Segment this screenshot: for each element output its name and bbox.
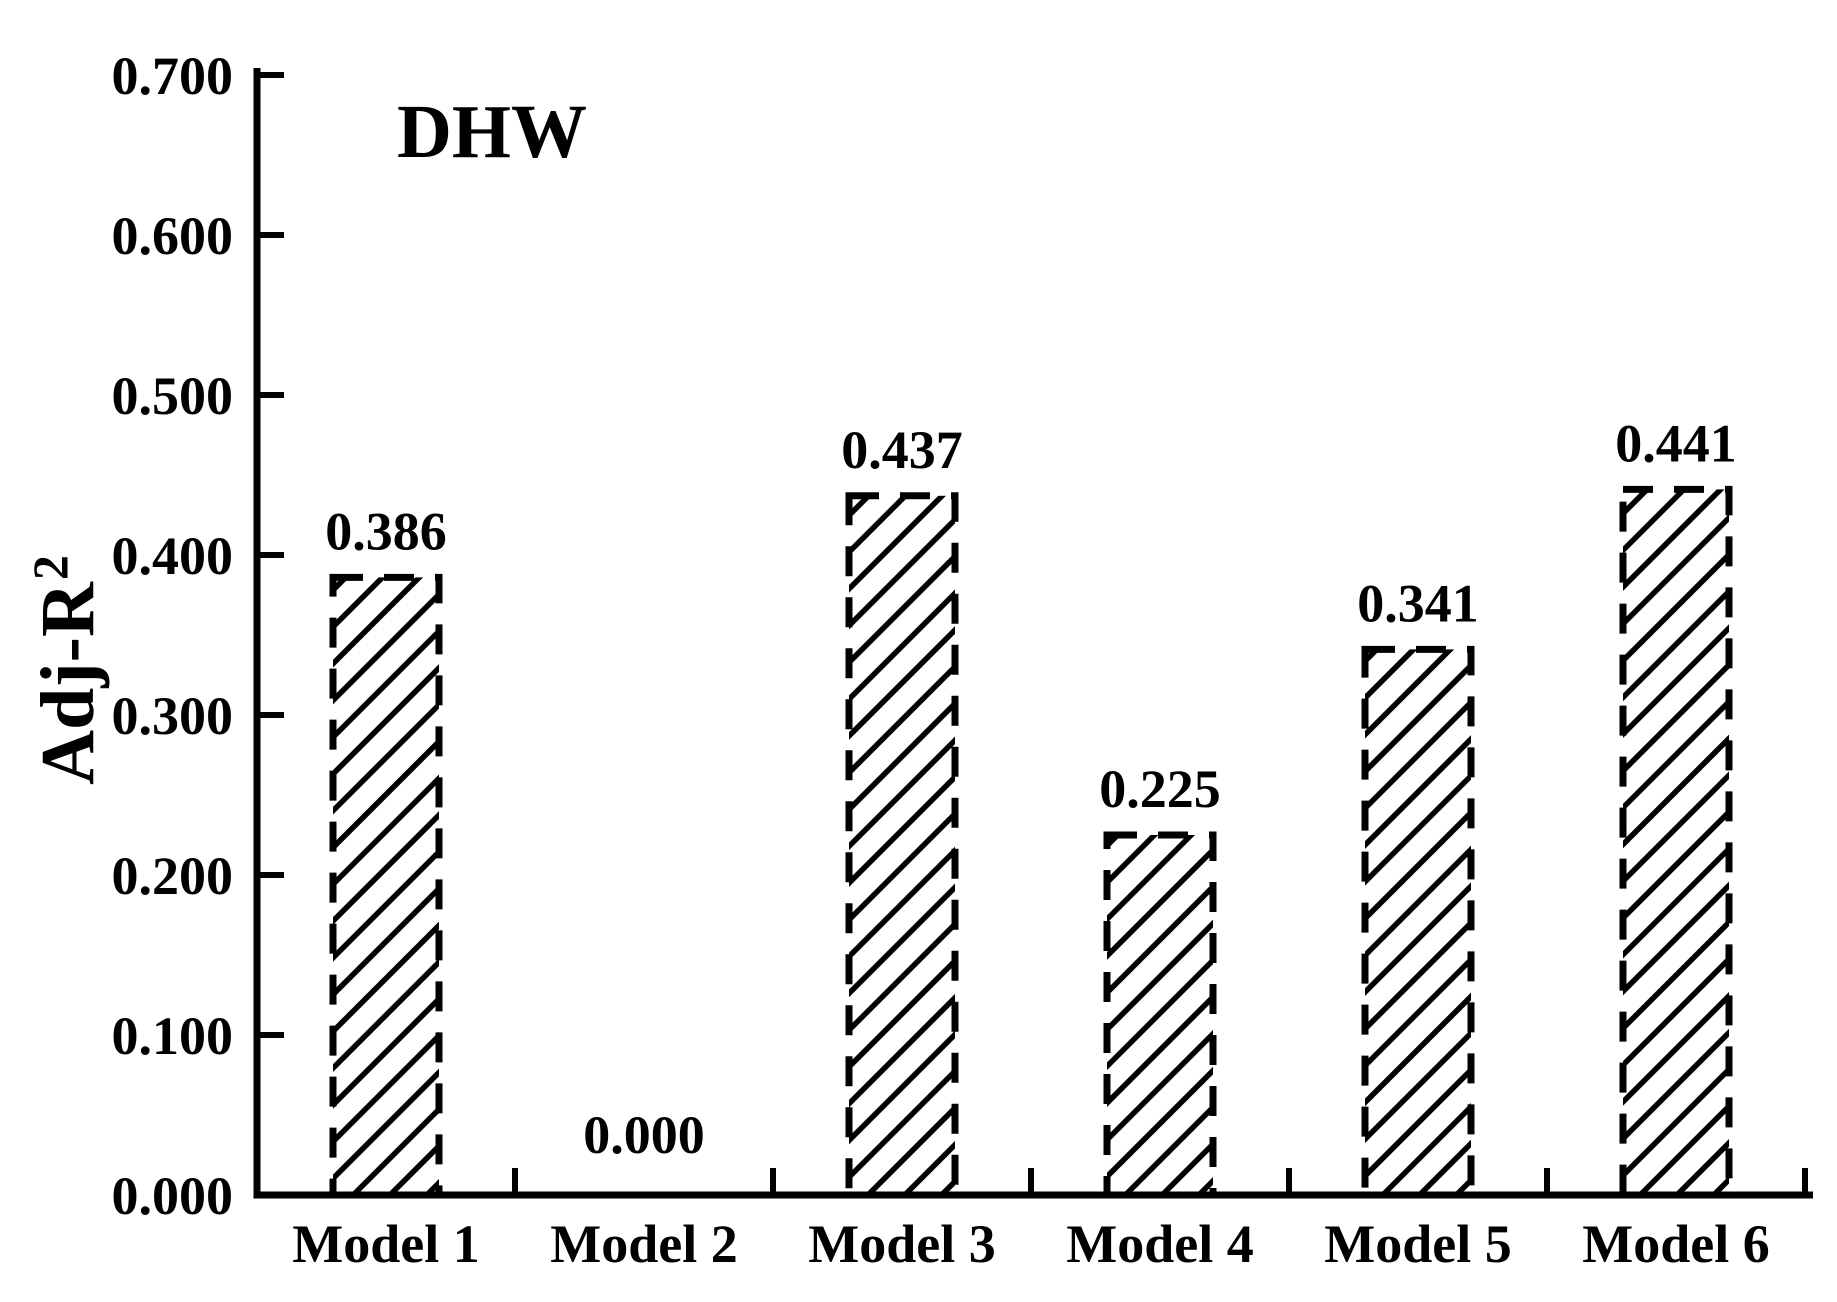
bar: [845, 492, 959, 1199]
x-axis-category-label: Model 2: [550, 1214, 737, 1274]
y-tick-label: 0.400: [112, 526, 234, 586]
y-tick-label: 0.500: [112, 366, 234, 426]
y-axis-label-base: Adj-R: [26, 581, 110, 785]
bar: [329, 573, 443, 1199]
bar-value-label: 0.437: [841, 420, 963, 480]
y-tick-label: 0.200: [112, 846, 234, 906]
x-axis-category-label: Model 4: [1066, 1214, 1253, 1274]
x-axis-category-label: Model 6: [1582, 1214, 1769, 1274]
y-axis-label-superscript: 2: [22, 555, 78, 580]
bar-value-label: 0.386: [325, 501, 447, 561]
y-tick-label: 0.100: [112, 1006, 234, 1066]
bar-value-label: 0.441: [1615, 413, 1737, 473]
bar-value-label: 0.341: [1357, 573, 1479, 633]
y-tick-label: 0.000: [112, 1166, 234, 1226]
y-tick-label: 0.600: [112, 206, 234, 266]
x-axis-category-label: Model 1: [292, 1214, 479, 1274]
bar-value-label: 0.225: [1099, 759, 1221, 819]
y-tick-label: 0.700: [112, 46, 234, 106]
x-axis-category-label: Model 3: [808, 1214, 995, 1274]
y-axis-label: Adj-R2: [22, 555, 110, 785]
x-axis-category-label: Model 5: [1324, 1214, 1511, 1274]
bar-value-label: 0.000: [583, 1105, 705, 1165]
bar: [1619, 485, 1733, 1199]
plot-title: DHW: [397, 90, 587, 174]
bar: [1361, 645, 1475, 1199]
y-tick-label: 0.300: [112, 686, 234, 746]
bar: [1103, 831, 1217, 1199]
